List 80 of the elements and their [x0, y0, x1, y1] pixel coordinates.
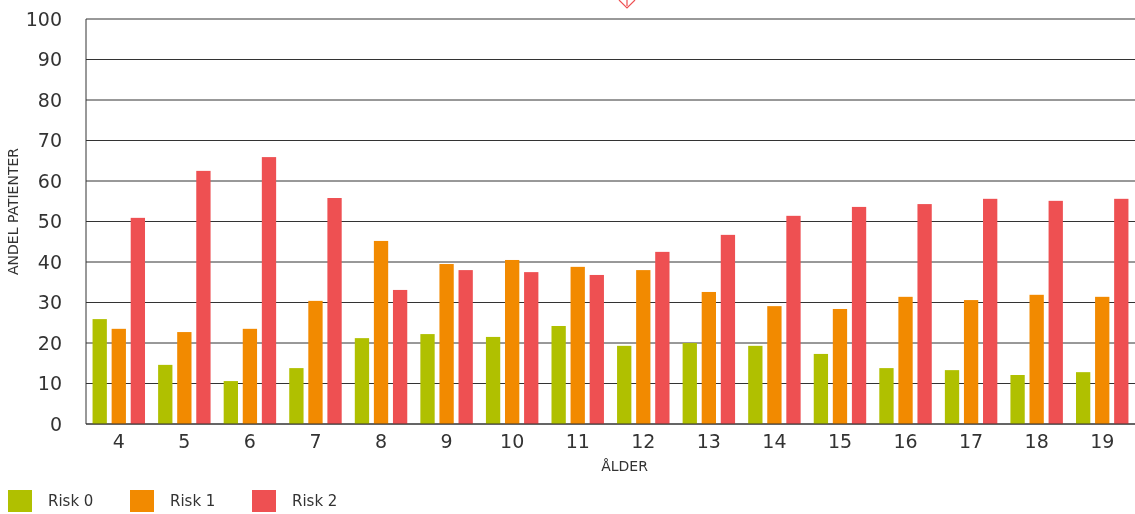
x-tick-label: 4 — [112, 430, 125, 452]
bar — [261, 157, 277, 424]
bar — [983, 198, 998, 424]
x-axis-title: ÅLDER — [601, 458, 649, 474]
bar — [551, 325, 566, 424]
bar — [786, 215, 801, 424]
bar — [308, 300, 323, 424]
x-tick-label: 5 — [178, 430, 191, 452]
bar — [898, 296, 913, 424]
y-tick-label: 100 — [25, 7, 62, 30]
x-tick-label: 11 — [565, 430, 590, 452]
bar — [879, 368, 894, 424]
y-tick-label: 30 — [37, 291, 62, 314]
bar — [439, 264, 454, 424]
y-tick-label: 70 — [37, 129, 62, 152]
bar — [851, 206, 867, 424]
bar — [767, 306, 782, 424]
bar — [917, 204, 932, 424]
y-tick-label: 60 — [37, 169, 62, 192]
bar — [130, 217, 146, 424]
bar — [832, 308, 848, 424]
y-axis-title: ANDEL PATIENTER — [5, 147, 21, 276]
y-tick-label: 50 — [37, 210, 62, 233]
bar — [570, 266, 585, 424]
bar — [485, 336, 501, 424]
bar — [289, 368, 304, 424]
bar — [373, 240, 389, 424]
x-tick-label: 6 — [243, 430, 256, 452]
bar — [748, 345, 763, 424]
bar — [524, 272, 539, 424]
x-tick-label: 7 — [309, 430, 322, 452]
x-tick-label: 8 — [374, 430, 388, 452]
y-tick-label: 80 — [37, 88, 62, 111]
bar — [682, 343, 697, 424]
x-tick-label: 15 — [827, 430, 853, 452]
x-tick-label: 18 — [1024, 430, 1049, 452]
bar — [92, 319, 107, 424]
bar — [196, 170, 211, 424]
bar — [655, 251, 670, 424]
bar — [177, 332, 192, 424]
bar — [720, 234, 736, 424]
x-tick-label: 19 — [1090, 430, 1115, 452]
bar — [1029, 294, 1044, 424]
bar — [963, 300, 979, 424]
x-tick-label: 10 — [500, 430, 525, 452]
bar — [1075, 372, 1091, 424]
bar — [617, 345, 632, 424]
bar — [392, 289, 408, 424]
bar — [354, 338, 370, 424]
y-tick-label: 0 — [49, 412, 62, 435]
bar — [636, 270, 651, 424]
y-tick-label: 10 — [37, 372, 62, 395]
x-tick-label: 13 — [696, 430, 721, 452]
bar — [158, 364, 173, 424]
bar — [1048, 200, 1063, 424]
x-tick-label: 14 — [762, 430, 787, 452]
bar — [458, 270, 473, 424]
bar — [701, 291, 716, 424]
x-tick-label: 9 — [440, 430, 453, 452]
bar — [813, 353, 829, 424]
bar — [223, 381, 238, 424]
legend-label: Risk 0 — [48, 492, 94, 511]
bar — [327, 198, 342, 424]
bar — [1010, 375, 1025, 424]
bar — [944, 370, 960, 424]
legend-label: Risk 2 — [292, 492, 338, 511]
bar — [420, 334, 435, 424]
y-tick-label: 90 — [37, 48, 62, 71]
x-tick-label: 17 — [959, 430, 984, 452]
bar — [242, 328, 258, 424]
legend-label: Risk 1 — [170, 492, 216, 511]
bar — [111, 328, 126, 424]
y-tick-label: 20 — [37, 331, 62, 354]
bar — [1095, 296, 1110, 424]
bar — [505, 259, 520, 424]
bar — [1114, 198, 1129, 424]
bar — [589, 274, 604, 424]
x-tick-label: 12 — [631, 430, 656, 452]
x-tick-label: 16 — [893, 430, 918, 452]
y-tick-label: 40 — [37, 250, 62, 273]
